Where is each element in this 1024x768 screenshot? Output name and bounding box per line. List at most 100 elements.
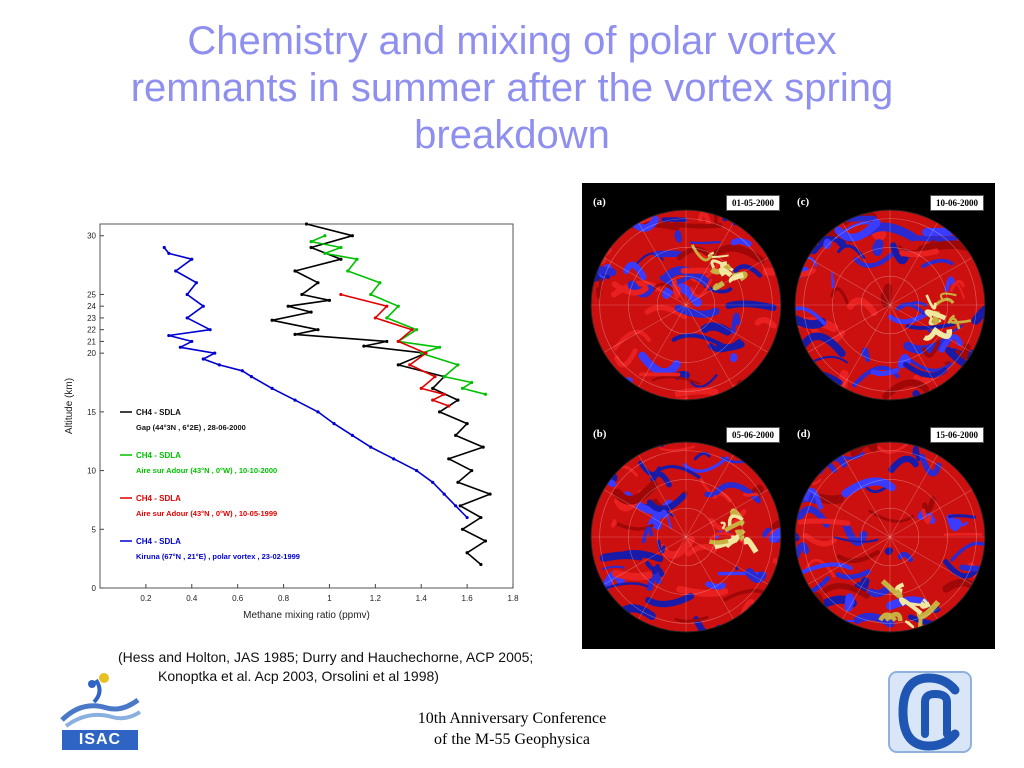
data-point [369,292,373,297]
map-swirl [633,252,664,268]
legend-label: CH4 - SDLA [136,408,181,417]
title-line-1: Chemistry and mixing of polar vortex [187,19,837,63]
data-point [431,386,435,390]
data-point [350,433,354,437]
map-swirl [602,565,625,570]
latitude-circle [656,507,716,567]
x-tick-label: 1.8 [507,594,519,603]
vortex-remnant [948,314,972,324]
data-point [327,298,332,302]
y-tick-label: 21 [87,337,96,346]
map-swirl [831,271,835,289]
data-point [424,351,428,355]
data-point [185,316,189,320]
meridian-line [638,454,734,620]
map-swirl [591,472,617,488]
map-swirl [880,283,893,308]
polar-map-grid: (a) 01-05-2000 (c) 10-06-2000 (b) 05-06-… [582,183,995,649]
data-point [213,351,217,355]
map-swirl [949,282,966,300]
series-line-2 [340,293,450,407]
data-point [293,332,297,336]
data-point [410,328,414,332]
map-swirl [591,384,608,400]
vortex-remnant [922,327,939,341]
map-swirl [937,210,985,221]
latitude-circle [599,450,773,624]
vortex-remnant [925,294,937,310]
map-panel-c: (c) 10-06-2000 [790,187,990,415]
legend-label: CH4 - SDLA [136,494,181,503]
data-point [185,292,189,297]
data-point [208,328,212,332]
data-point [350,234,354,238]
map-swirl [616,550,664,563]
data-point [470,380,474,385]
map-border [590,441,782,633]
map-swirl [591,283,593,304]
data-point [385,304,389,308]
map-swirl [877,442,911,454]
data-point [217,363,221,367]
map-swirl [972,484,985,491]
map-swirl [820,382,843,394]
data-point [316,281,320,285]
data-point [167,333,171,338]
map-swirl [853,612,895,628]
map-swirl [591,358,596,368]
data-point [293,269,297,273]
map-swirl [805,558,836,579]
data-point [332,422,336,426]
map-swirl [797,518,851,526]
map-swirl [693,451,711,461]
data-point [456,480,460,484]
y-tick-label: 15 [87,408,96,417]
data-point [431,398,435,402]
latitude-circle [832,247,948,363]
vortex-remnant [690,244,713,262]
map-swirl [919,453,942,477]
data-point [437,345,442,349]
map-swirl [800,562,853,575]
map-swirl [949,383,981,400]
map-swirl [689,374,718,388]
vortex-remnant [924,309,947,321]
polar-map-image [794,441,986,633]
map-swirl [888,455,919,474]
map-swirl [837,369,849,390]
meridian-line [842,222,938,388]
isac-swimmer-icon [60,673,142,728]
data-point [162,245,166,250]
map-swirl [872,239,884,256]
data-point [339,257,343,261]
data-point [447,404,451,408]
data-point [460,386,465,390]
map-swirl [955,604,985,615]
latitude-circle [860,275,920,335]
map-swirl [613,329,651,351]
map-date: 15-06-2000 [930,427,984,443]
map-swirl [978,228,985,234]
map-swirl [811,442,823,457]
map-swirl [705,581,726,590]
map-swirl [834,218,881,242]
y-tick-label: 22 [87,326,96,335]
latitude-circle [832,479,948,595]
y-tick-label: 30 [87,232,96,241]
data-point [201,304,205,308]
map-swirl [754,316,777,329]
data-point [323,234,327,238]
latitude-circle [628,479,744,595]
title-line-2: remnants in summer after the vortex spri… [130,66,894,110]
map-swirl [674,615,709,623]
map-swirl [751,219,764,232]
meridian-line [807,257,973,353]
map-swirl [685,543,718,557]
latitude-circle [803,218,977,392]
map-swirl [938,334,963,353]
x-axis-label: Methane mixing ratio (ppmv) [243,610,370,621]
data-point [465,515,469,520]
data-point [415,328,419,332]
map-swirl [971,585,985,599]
map-swirl [815,493,845,505]
